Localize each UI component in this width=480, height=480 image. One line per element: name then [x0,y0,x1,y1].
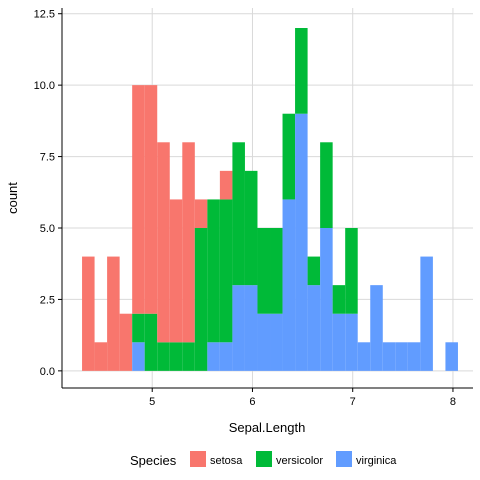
axis-ticks: 5 6 7 8 0.0 2.5 5.0 7.5 10.0 12.5 [34,9,456,408]
bar-virginica [132,342,145,371]
axes [61,8,473,389]
bar-virginica [282,199,296,371]
bar-virginica [370,285,383,371]
bar-versicolor [295,28,308,114]
bar-virginica [270,313,283,371]
bar-setosa [182,142,195,343]
bar-setosa [194,199,208,228]
bar-versicolor [144,313,158,371]
bar-versicolor [270,228,283,314]
bar-setosa [157,142,170,343]
legend-label-setosa: setosa [210,455,243,467]
histogram-bars [82,28,458,371]
bar-virginica [232,285,245,371]
bar-setosa [132,85,145,314]
bar-virginica [420,256,433,371]
bar-versicolor [320,142,333,228]
legend-swatch-versicolor [256,451,272,467]
bar-setosa [219,170,233,200]
bar-versicolor [332,285,346,314]
bar-virginica [320,228,333,371]
bar-virginica [207,342,220,371]
legend-swatch-setosa [190,451,206,467]
bar-virginica [295,113,308,371]
bar-virginica [332,313,346,371]
bar-versicolor [207,199,220,343]
bar-versicolor [157,342,170,371]
bar-versicolor [182,342,195,371]
bar-versicolor [282,113,296,200]
bar-virginica [382,342,396,371]
bar-versicolor [232,142,245,286]
legend-label-versicolor: versicolor [276,455,323,467]
y-tick-label: 7.5 [40,152,55,164]
bar-virginica [244,285,258,371]
bar-virginica [407,342,421,371]
bar-versicolor [194,228,208,371]
legend-title: Species [130,453,177,468]
bar-virginica [395,342,408,371]
x-tick-label: 7 [350,396,356,408]
bar-versicolor [307,256,321,286]
bar-setosa [169,199,183,343]
y-tick-label: 10.0 [34,80,55,92]
x-tick-label: 5 [149,396,155,408]
bar-versicolor [244,170,258,286]
bar-virginica [219,342,233,371]
bar-versicolor [345,228,358,314]
legend-swatch-virginica [336,451,352,467]
legend: Species setosa versicolor virginica [130,451,397,468]
bar-versicolor [169,342,183,371]
bar-setosa [119,313,133,371]
bar-virginica [345,313,358,371]
y-tick-label: 0.0 [40,366,55,378]
y-tick-label: 5.0 [40,223,55,235]
legend-label-virginica: virginica [356,455,397,467]
y-tick-label: 12.5 [34,9,55,21]
bar-virginica [257,313,271,371]
bar-virginica [357,342,371,371]
x-tick-label: 8 [450,396,456,408]
bar-setosa [94,342,108,371]
y-tick-label: 2.5 [40,294,55,306]
y-axis-title: count [5,182,20,214]
bar-versicolor [219,199,233,343]
bar-virginica [307,285,321,371]
bar-versicolor [132,313,145,343]
bar-versicolor [257,228,271,314]
bar-virginica [445,342,458,371]
bar-setosa [107,256,120,371]
bar-setosa [82,256,95,371]
x-axis-title: Sepal.Length [229,420,306,435]
bar-setosa [144,85,158,314]
x-tick-label: 6 [249,396,255,408]
